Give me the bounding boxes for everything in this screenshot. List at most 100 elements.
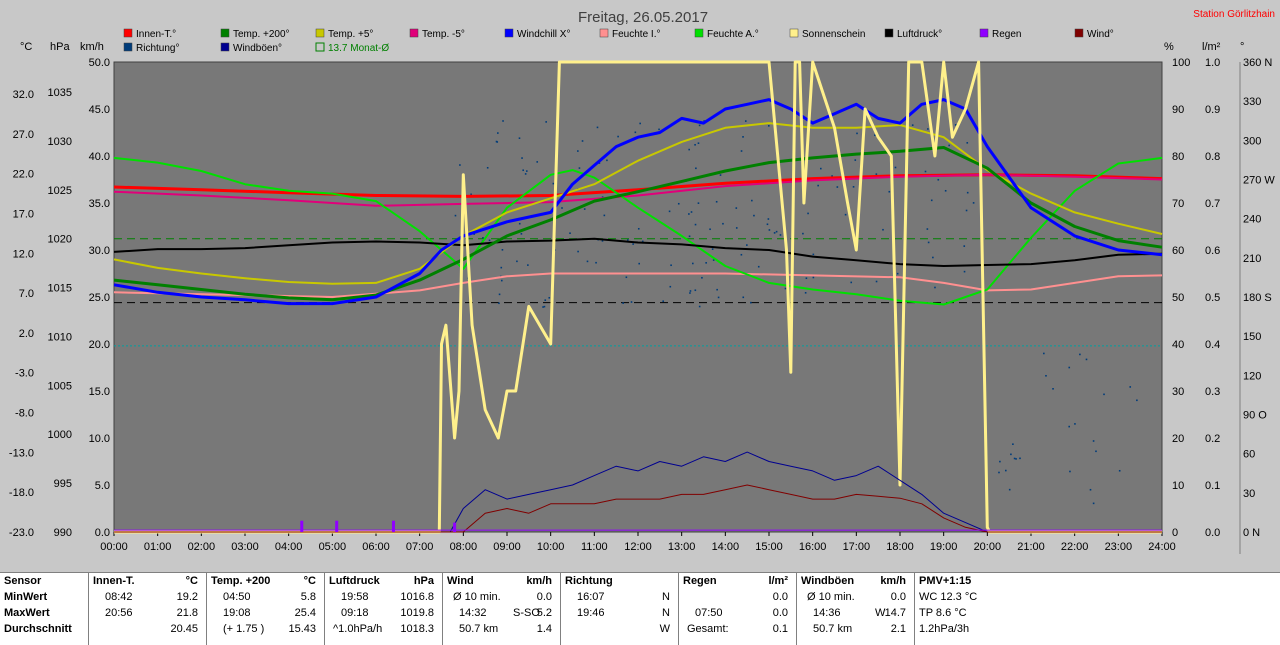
boeen-max-dir: W [875,607,886,619]
direction-dot [577,250,579,253]
direction-dot [735,207,738,209]
direction-dot [1043,352,1045,355]
direction-dot [767,218,770,220]
luft-avg-val: 1018.3 [400,623,434,635]
direction-dot [495,140,498,143]
celsius-tick-label: 7.0 [19,288,34,300]
unit-rain: l/m² [1202,41,1221,53]
series-wind- [114,484,1162,533]
legend-swatch [884,28,894,38]
celsius-tick-label: 2.0 [19,328,34,340]
direction-dot [698,305,701,308]
direction-dot [930,199,933,202]
regen-avg-note: Gesamt: [687,623,729,635]
percent-tick-label: 40 [1172,339,1184,351]
pmv-wc: WC 12.3 °C [919,591,978,603]
x-tick-label: 16:00 [799,541,827,553]
series-feuchte-i- [113,272,1163,298]
direction-dot [688,213,690,215]
series-luftdruck- [113,237,1163,267]
direction-dot [1069,470,1071,473]
direction-dot [617,135,619,138]
direction-dot [966,142,969,144]
series-feuchte-a- [113,156,1163,306]
direction-dot [677,202,680,205]
boeen-min-val: 0.0 [890,591,906,603]
deg-tick-label: 240 [1243,214,1261,226]
direction-dot [1045,374,1047,377]
direction-dot [545,121,547,123]
stats-sensor-title: Sensor [4,575,42,587]
innen-unit: °C [185,575,198,587]
direction-dot [697,142,700,145]
x-tick-label: 14:00 [712,541,740,553]
rain-bar [300,520,304,532]
hpa-tick-label: 1020 [48,234,72,246]
direction-dot [750,301,752,304]
x-tick-label: 17:00 [843,541,871,553]
celsius-tick-label: -23.0 [9,527,34,539]
celsius-tick-label: 12.0 [13,248,34,260]
richtung-max-val: N [662,607,670,619]
direction-dot [856,132,858,135]
direction-dot [999,460,1001,463]
direction-dot [1118,469,1121,472]
direction-dot [854,159,857,161]
celsius-tick-label: 17.0 [13,208,34,220]
percent-tick-label: 0 [1172,527,1178,539]
direction-dot [543,305,546,308]
legend-swatch [220,28,230,38]
direction-dot [966,191,969,194]
legend-label: Wind° [1087,29,1114,40]
direction-dot [561,207,563,209]
wind-avg-val: 1.4 [536,623,552,635]
deg-tick-label: 120 [1243,370,1261,382]
direction-dot [812,276,815,279]
unit-percent: % [1164,41,1174,53]
direction-dot [888,190,891,193]
unit-kmh: km/h [80,41,104,53]
direction-dot [601,196,604,198]
direction-dot [1085,358,1088,361]
direction-dot [875,280,878,283]
legend-swatch [315,28,325,38]
temp-unit: °C [303,575,316,587]
x-tick-label: 13:00 [668,541,696,553]
temp-avg-val: 15.43 [288,623,316,635]
direction-dot [583,208,586,210]
direction-dot [998,471,1000,474]
direction-dot [852,186,855,188]
direction-dot [740,253,743,256]
direction-dot [716,288,718,291]
direction-dot [697,202,700,204]
direction-dot [1013,457,1016,460]
x-tick-label: 02:00 [188,541,216,553]
stats-max-label: MaxWert [4,607,50,619]
direction-dot [498,302,500,305]
x-tick-label: 15:00 [755,541,783,553]
celsius-tick-label: -18.0 [9,487,34,499]
rain-tick-label: 0.3 [1205,386,1220,398]
direction-dot [963,245,966,247]
direction-dot [1089,488,1092,491]
direction-dot [831,175,833,177]
temp-min-time: 04:50 [223,591,251,603]
innen-max-time: 20:56 [105,607,133,619]
direction-dot [577,150,579,152]
direction-dot [972,202,975,204]
deg-tick-label: 270 W [1243,175,1275,187]
legend-label: Richtung° [136,43,179,54]
direction-dot [768,229,771,231]
x-tick-label: 03:00 [231,541,259,553]
temp-title: Temp. +200 [211,575,271,587]
kmh-tick-label: 35.0 [89,198,110,210]
deg-tick-label: 300 [1243,135,1261,147]
direction-dot [1092,502,1095,505]
series-temp-5- [113,173,1163,207]
percent-tick-label: 30 [1172,386,1184,398]
stats-panel: Sensor MinWert MaxWert Durchschnitt Inne… [0,572,1280,645]
direction-dot [911,124,914,126]
x-tick-label: 00:00 [100,541,128,553]
percent-tick-label: 20 [1172,433,1184,445]
percent-tick-label: 100 [1172,57,1190,69]
